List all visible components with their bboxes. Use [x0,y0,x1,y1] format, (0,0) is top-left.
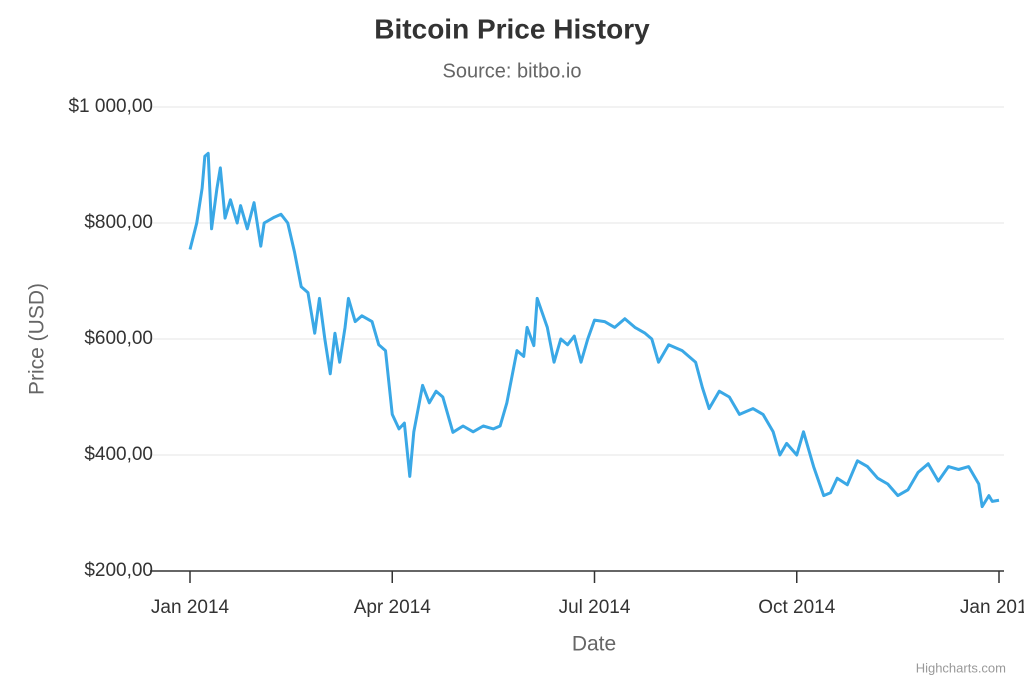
y-tick-label: $800,00 [84,212,153,233]
x-tick-label: Jul 2014 [559,597,631,618]
y-tick-label: $200,00 [84,560,153,581]
price-line [188,151,1000,509]
y-axis-title: Price (USD) [26,283,49,395]
x-tick-label: Jan 2015 [960,597,1024,618]
chart-subtitle: Source: bitbo.io [443,60,582,82]
x-axis-title: Date [572,633,616,656]
credits: Highcharts.com [916,660,1006,675]
x-tick-label: Apr 2014 [354,597,432,618]
y-tick-label: $400,00 [84,444,153,465]
y-tick-label: $600,00 [84,328,153,349]
x-tick-label: Jan 2014 [151,597,230,618]
chart-title: Bitcoin Price History [374,13,650,44]
x-tick-label: Oct 2014 [758,597,836,618]
y-tick-label: $1 000,00 [68,96,153,117]
